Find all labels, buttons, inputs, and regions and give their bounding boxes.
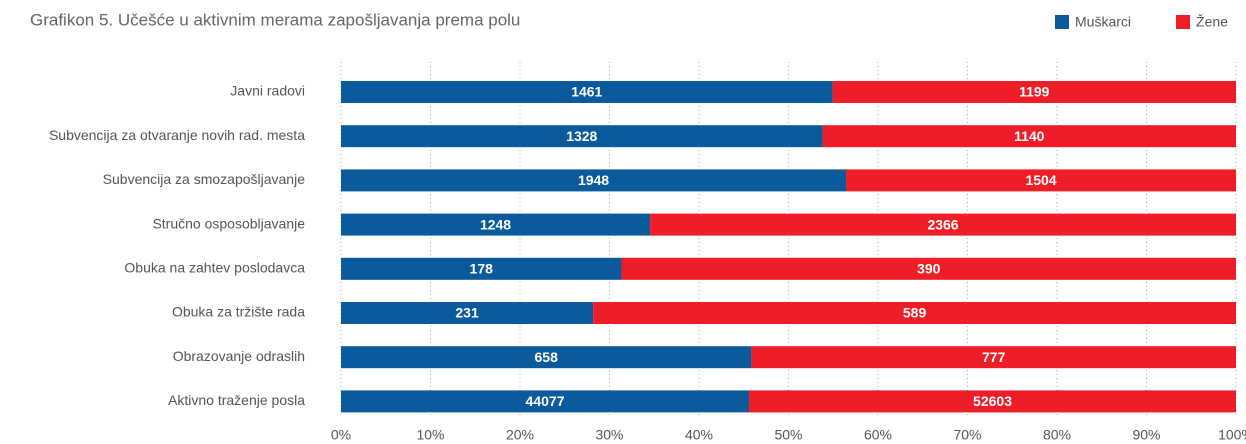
x-tick-label: 20% (506, 427, 534, 443)
data-label: 1248 (480, 216, 511, 232)
x-tick-label: 80% (1043, 427, 1071, 443)
y-tick-label: Obuka za tržište rada (172, 304, 305, 320)
data-label: 1328 (566, 128, 597, 144)
y-tick-label: Aktivno traženje posla (168, 392, 305, 408)
x-tick-label: 40% (685, 427, 713, 443)
data-label: 2366 (927, 216, 958, 232)
bar-segment (749, 390, 1236, 413)
bar-segment (341, 81, 833, 103)
data-label: 231 (455, 305, 479, 321)
chart-title: Grafikon 5. Učešće u aktivnim merama zap… (30, 10, 520, 29)
y-tick-label: Obuka na zahtev poslodavca (124, 260, 305, 276)
legend-label: Muškarci (1075, 14, 1131, 30)
x-tick-label: 50% (774, 427, 802, 443)
bar-segment (650, 213, 1236, 236)
data-label: 1948 (578, 172, 609, 188)
legend-swatch (1176, 15, 1191, 29)
x-tick-label: 60% (864, 427, 892, 443)
bar-segment (832, 81, 1236, 103)
y-tick-label: Stručno osposobljavanje (152, 215, 305, 231)
bar-segment (341, 390, 750, 413)
bar-segment (341, 257, 622, 280)
bar-segment (341, 125, 823, 148)
x-tick-label: 90% (1132, 427, 1160, 443)
data-label: 589 (903, 305, 927, 321)
y-tick-label: Subvencija za smozapošljavanje (103, 171, 306, 187)
x-tick-label: 70% (953, 427, 981, 443)
bar-segment (341, 169, 847, 192)
bar-segment (341, 213, 651, 236)
bar-segment (341, 302, 594, 324)
data-label: 44077 (526, 393, 565, 409)
data-label: 1140 (1014, 128, 1045, 144)
bar-segment (751, 346, 1236, 369)
x-tick-label: 0% (331, 427, 351, 443)
bar-segment (593, 302, 1236, 324)
x-tick-label: 100% (1218, 427, 1246, 443)
data-label: 1504 (1025, 172, 1056, 188)
data-label: 658 (535, 349, 559, 365)
data-label: 52603 (973, 393, 1012, 409)
bar-segment (341, 346, 752, 369)
data-label: 1199 (1019, 84, 1050, 100)
data-label: 390 (917, 261, 941, 277)
data-label: 178 (470, 261, 494, 277)
legend-label: Žene (1196, 14, 1228, 30)
bar-segment (846, 169, 1236, 192)
y-tick-label: Obrazovanje odraslih (173, 348, 305, 364)
x-tick-label: 30% (595, 427, 623, 443)
data-label: 1461 (571, 84, 602, 100)
y-tick-label: Subvencija za otvaranje novih rad. mesta (49, 127, 305, 143)
bar-segment (621, 257, 1236, 280)
y-tick-label: Javni radovi (230, 83, 305, 99)
data-label: 777 (982, 349, 1006, 365)
x-tick-label: 10% (416, 427, 444, 443)
legend-swatch (1055, 15, 1069, 29)
bar-segment (822, 125, 1236, 148)
